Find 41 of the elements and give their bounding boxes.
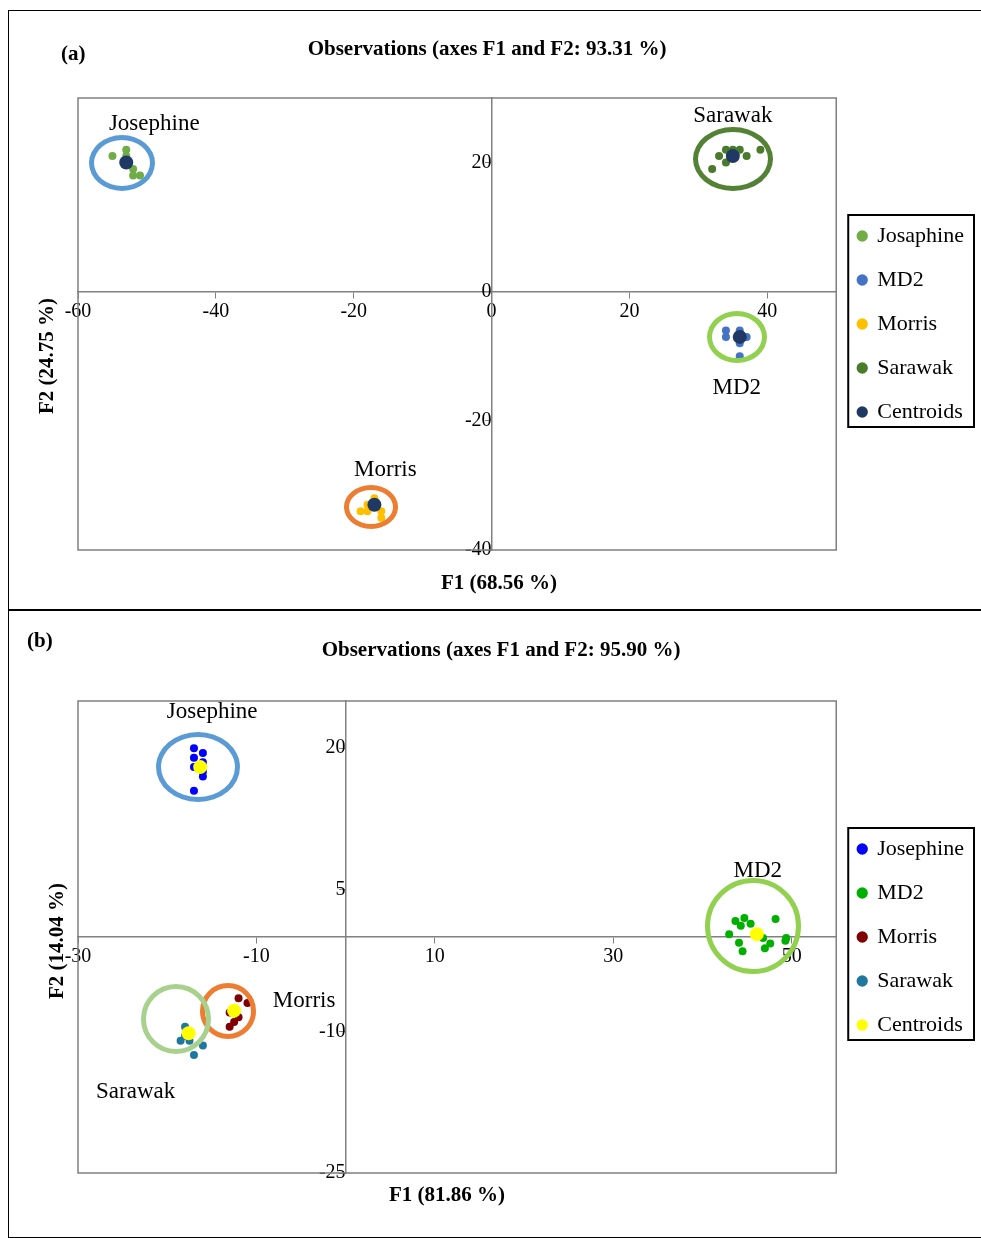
legend-label: Centroids bbox=[877, 1010, 963, 1036]
legend-label: Sarawak bbox=[877, 966, 953, 992]
x-tick-label: 10 bbox=[424, 944, 445, 967]
annotation: Sarawak bbox=[693, 102, 773, 129]
annotation: Morris bbox=[272, 986, 336, 1013]
y-tick-label: -40 bbox=[464, 537, 492, 560]
y-tick-label: -25 bbox=[318, 1160, 346, 1183]
text: (b) bbox=[27, 628, 53, 653]
y-tick-label: 20 bbox=[325, 735, 346, 758]
annotation: MD2 bbox=[733, 857, 783, 884]
x-axis-title: F1 (68.56 %) bbox=[440, 569, 558, 595]
annotation: MD2 bbox=[712, 373, 761, 400]
legend-label: Sarawak bbox=[877, 353, 953, 379]
y-tick-label: -10 bbox=[318, 1018, 346, 1041]
x-tick-label: -20 bbox=[340, 298, 368, 321]
x-axis-title: F1 (81.86 %) bbox=[388, 1181, 506, 1207]
y-tick-label: 0 bbox=[481, 278, 492, 301]
legend-label: Josaphine bbox=[877, 221, 964, 247]
annotation: Josephine bbox=[108, 109, 200, 136]
chart-title: Observations (axes F1 and F2: 93.31 %) bbox=[307, 35, 667, 61]
y-tick-label: -20 bbox=[464, 408, 492, 431]
y-axis-title: F2 (24.75 %) bbox=[33, 297, 59, 415]
text: (a) bbox=[61, 41, 86, 66]
x-tick-label: 30 bbox=[603, 944, 624, 967]
y-tick-label: 20 bbox=[471, 149, 492, 172]
legend-label: Morris bbox=[877, 922, 938, 948]
x-tick-label: -40 bbox=[202, 298, 230, 321]
annotation: Josephine bbox=[166, 698, 258, 725]
legend-label: Centroids bbox=[877, 397, 963, 423]
chart-title: Observations (axes F1 and F2: 95.90 %) bbox=[321, 636, 681, 662]
legend-label: Josephine bbox=[877, 834, 964, 860]
x-tick-label: -60 bbox=[64, 298, 92, 321]
x-tick-label: -10 bbox=[243, 944, 270, 967]
annotation: Morris bbox=[354, 455, 417, 482]
legend-label: MD2 bbox=[877, 265, 924, 291]
legend-label: MD2 bbox=[877, 878, 924, 904]
x-tick-label: 40 bbox=[757, 298, 778, 321]
x-tick-label: 20 bbox=[619, 298, 640, 321]
annotation: Sarawak bbox=[96, 1078, 176, 1105]
legend-label: Morris bbox=[877, 309, 938, 335]
y-tick-label: 5 bbox=[335, 877, 346, 900]
